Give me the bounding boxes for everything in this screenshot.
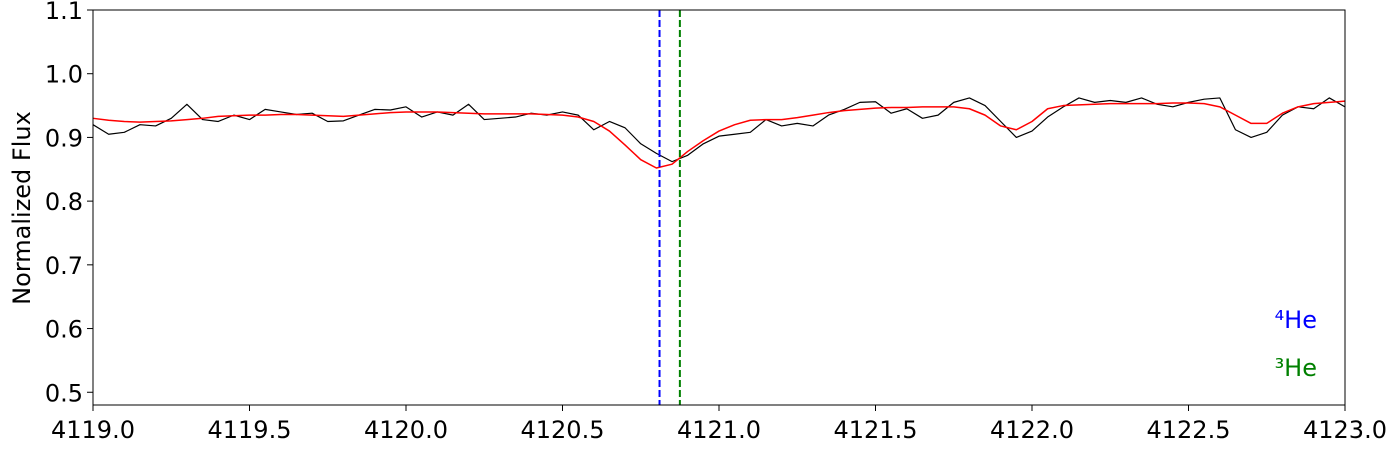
line-label: ³He — [1275, 354, 1317, 382]
x-tick-label: 4119.5 — [208, 416, 292, 444]
y-tick-label: 1.0 — [45, 61, 83, 89]
x-tick-label: 4119.0 — [51, 416, 135, 444]
x-tick-label: 4120.5 — [521, 416, 605, 444]
x-tick-label: 4120.0 — [364, 416, 448, 444]
y-tick-label: 0.6 — [45, 316, 83, 344]
data-line — [92, 97, 1346, 163]
y-tick-label: 1.1 — [45, 0, 83, 25]
x-tick-label: 4122.5 — [1147, 416, 1231, 444]
y-axis-label: Normalized Flux — [8, 111, 36, 305]
x-tick-label: 4123.0 — [1303, 416, 1387, 444]
y-tick-label: 0.5 — [45, 379, 83, 407]
line-label: ⁴He — [1275, 306, 1317, 334]
data-line — [92, 100, 1346, 169]
y-tick-label: 0.8 — [45, 188, 83, 216]
y-tick-label: 0.7 — [45, 252, 83, 280]
x-tick-label: 4121.0 — [677, 416, 761, 444]
y-tick-label: 0.9 — [45, 124, 83, 152]
plot-frame — [92, 9, 1346, 406]
x-tick-label: 4122.0 — [990, 416, 1074, 444]
x-tick-label: 4121.5 — [834, 416, 918, 444]
